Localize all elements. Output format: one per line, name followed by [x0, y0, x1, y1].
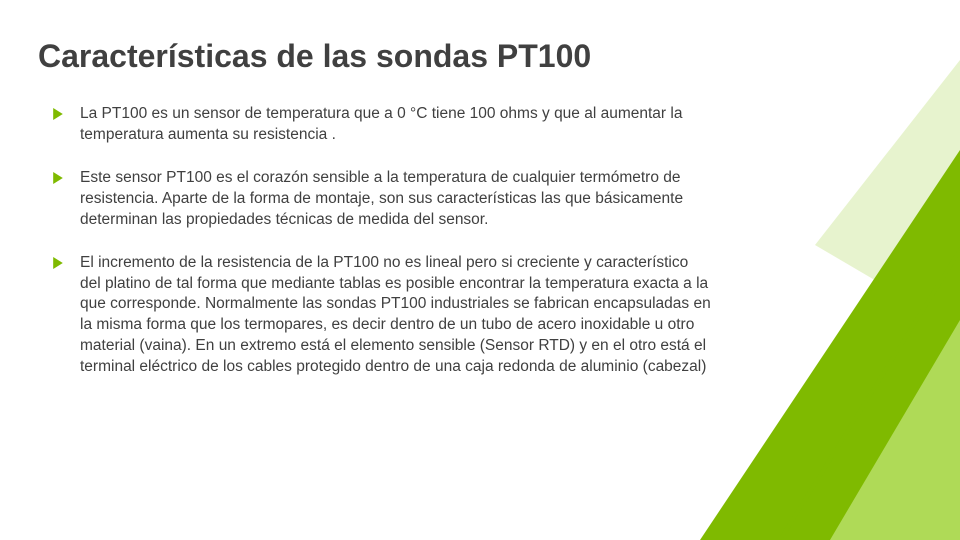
list-item: El incremento de la resistencia de la PT…: [52, 253, 712, 379]
list-item: Este sensor PT100 es el corazón sensible…: [52, 168, 712, 231]
slide: Características de las sondas PT100 La P…: [0, 0, 960, 540]
deco-triangle-outline: [780, 250, 960, 540]
bullet-arrow-icon: [52, 172, 66, 186]
deco-triangle-pale: [815, 60, 960, 330]
bullet-text: El incremento de la resistencia de la PT…: [80, 253, 712, 379]
list-item: La PT100 es un sensor de temperatura que…: [52, 104, 712, 146]
bullet-arrow-icon: [52, 257, 66, 271]
slide-title: Características de las sondas PT100: [38, 38, 591, 75]
bullet-arrow-icon: [52, 108, 66, 122]
deco-triangle-light: [830, 320, 960, 540]
bullet-text: Este sensor PT100 es el corazón sensible…: [80, 168, 712, 231]
bullet-list: La PT100 es un sensor de temperatura que…: [52, 104, 712, 400]
deco-triangle-main: [700, 150, 960, 540]
bullet-text: La PT100 es un sensor de temperatura que…: [80, 104, 712, 146]
